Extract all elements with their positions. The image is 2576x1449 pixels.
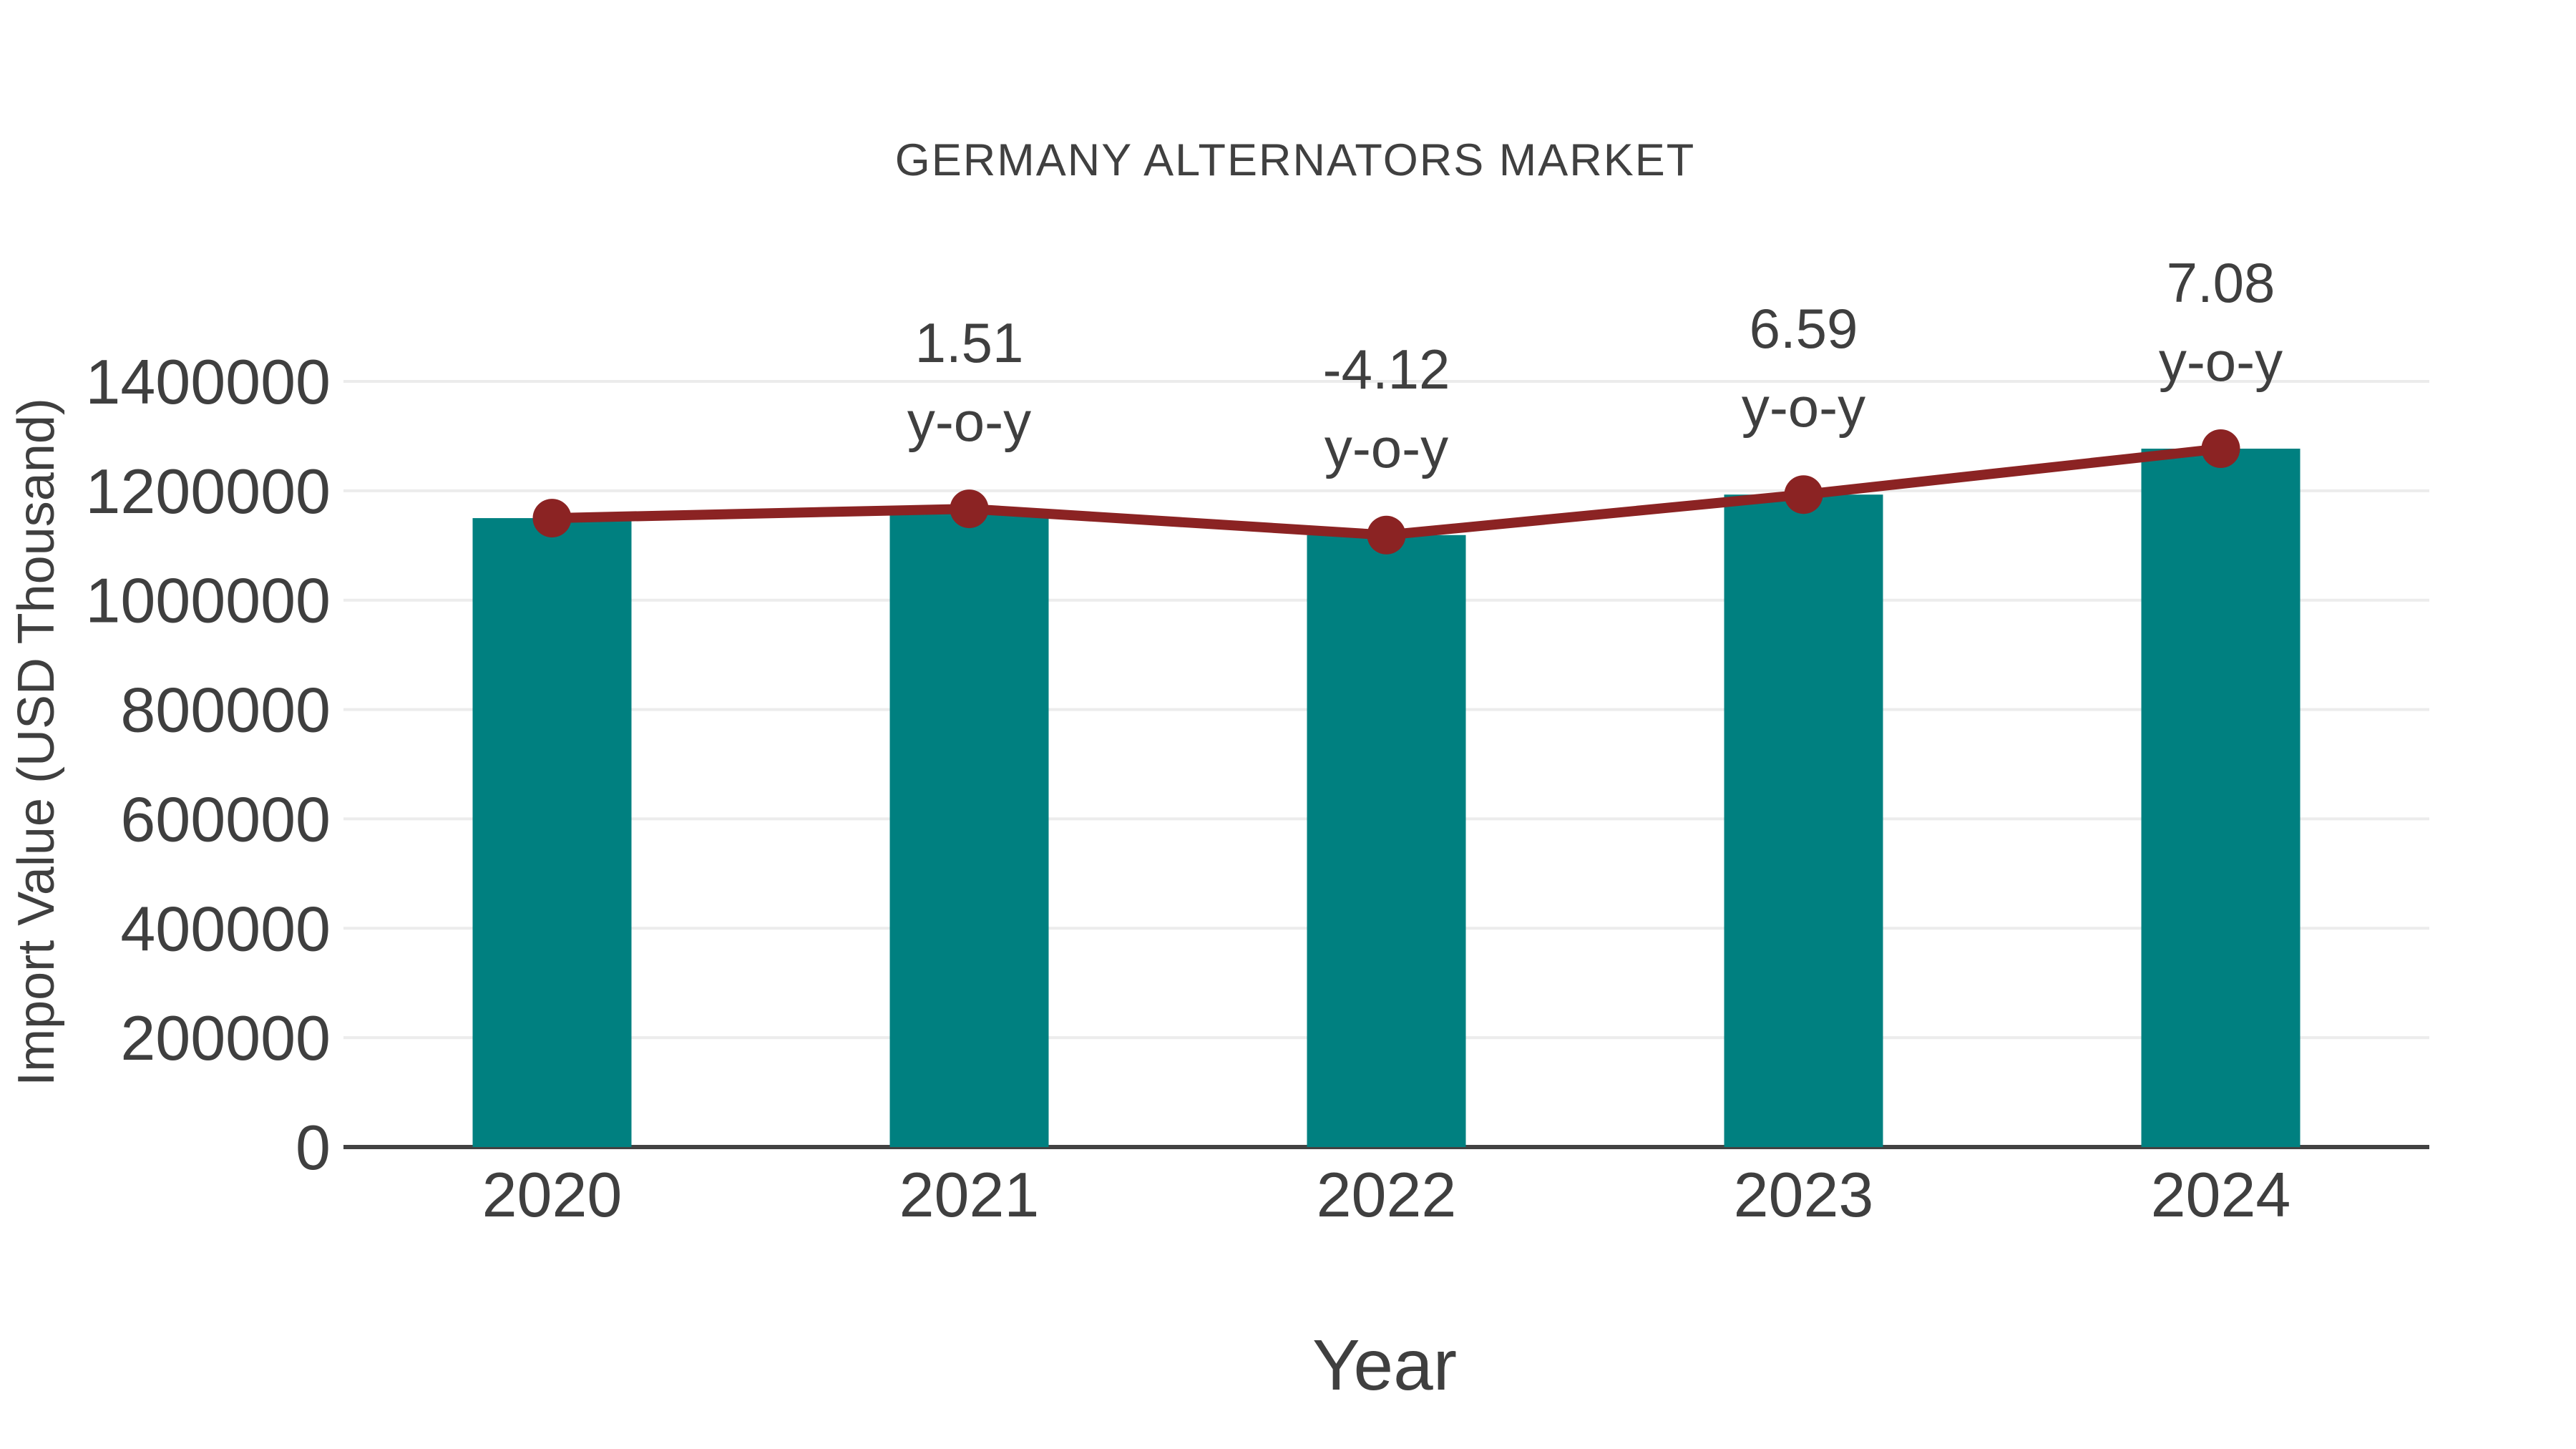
x-tick-label-2021: 2021: [899, 1159, 1040, 1230]
bar-2020: [472, 518, 632, 1147]
tick-labels-layer: 0 200000 400000 600000 800000 1000000 1200000 1…: [85, 346, 2290, 1230]
x-tick-label-2022: 2022: [1317, 1159, 1457, 1230]
annotation-yoy-2021: y-o-y: [907, 390, 1031, 453]
annotation-value-2023: 6.59: [1750, 297, 1858, 360]
annotation-yoy-2024: y-o-y: [2159, 330, 2283, 393]
y-tick-label-200000: 200000: [120, 1002, 331, 1073]
y-tick-label-800000: 800000: [120, 675, 331, 746]
annotation-yoy-2022: y-o-y: [1324, 416, 1448, 479]
bar-2023: [1724, 494, 1883, 1147]
annotations-layer: 1.51 y-o-y -4.12 y-o-y 6.59 y-o-y 7.08 y-o-y: [907, 251, 2283, 479]
trend-point-2020: [532, 499, 572, 538]
x-tick-label-2024: 2024: [2151, 1159, 2291, 1230]
bar-2021: [889, 509, 1049, 1147]
bar-2022: [1307, 535, 1466, 1147]
x-tick-label-2020: 2020: [482, 1159, 623, 1230]
x-axis-title: Year: [1312, 1325, 1457, 1405]
trend-point-2022: [1367, 515, 1406, 555]
trend-point-2024: [2201, 429, 2240, 469]
trend-line-layer: [532, 429, 2240, 555]
x-tick-label-2023: 2023: [1734, 1159, 1874, 1230]
trend-point-2021: [950, 489, 989, 529]
y-tick-label-0: 0: [296, 1112, 331, 1183]
y-tick-label-600000: 600000: [120, 784, 331, 854]
trend-point-2023: [1784, 475, 1823, 514]
y-tick-label-1400000: 1400000: [85, 346, 331, 417]
bar-2024: [2141, 449, 2301, 1147]
y-tick-label-400000: 400000: [120, 893, 331, 964]
annotation-value-2022: -4.12: [1323, 338, 1450, 401]
y-axis-title: Import Value (USD Thousand): [8, 398, 65, 1086]
chart-title: GERMANY ALTERNATORS MARKET: [895, 135, 1696, 185]
y-tick-label-1000000: 1000000: [85, 565, 331, 636]
bars-layer: [472, 449, 2301, 1147]
annotation-value-2024: 7.08: [2167, 251, 2275, 314]
annotation-value-2021: 1.51: [915, 311, 1024, 374]
y-tick-label-1200000: 1200000: [85, 456, 331, 527]
annotation-yoy-2023: y-o-y: [1742, 376, 1865, 439]
